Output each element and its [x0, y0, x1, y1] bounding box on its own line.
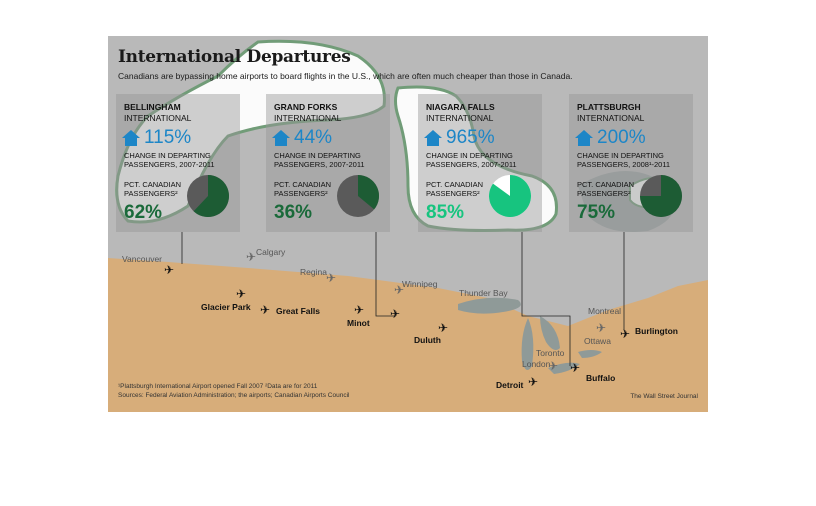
pie-canadian-slice — [358, 175, 380, 210]
city-calgary: Calgary — [256, 247, 286, 257]
card-grand-forks: GRAND FORKS INTERNATIONAL 44% CHANGE IN … — [266, 94, 390, 232]
pie-canadian-slice — [489, 175, 532, 217]
plane-icon: ✈ — [570, 361, 581, 375]
card-bellingham: BELLINGHAM INTERNATIONAL 115% CHANGE IN … — [116, 94, 240, 232]
change-text: 200% — [597, 127, 646, 148]
plane-icon: ✈ — [528, 375, 539, 389]
plane-icon: ✈ — [596, 321, 607, 335]
city-buffalo: Buffalo — [586, 373, 616, 383]
city-montreal: Montreal — [588, 306, 622, 316]
chart-title: International Departures — [118, 47, 351, 67]
pct-label: PCT. CANADIAN PASSENGERS² — [124, 180, 182, 198]
airport-name: NIAGARA FALLS — [426, 102, 495, 112]
city-ottawa: Ottawa — [584, 336, 611, 346]
change-text: 44% — [294, 127, 333, 148]
plane-icon: ✈ — [246, 250, 257, 264]
pct-value: 85% — [426, 202, 465, 223]
city-detroit: Detroit — [496, 380, 524, 390]
pct-value: 62% — [124, 202, 163, 223]
pct-label: PCT. CANADIAN PASSENGERS² — [274, 180, 332, 198]
pie-canadian-slice — [640, 175, 682, 217]
footnote-line-1: ¹Plattsburgh International Airport opene… — [118, 383, 318, 390]
change-label: CHANGE IN DEPARTING PASSENGERS, 2007-201… — [274, 151, 365, 169]
city-winnipeg: Winnipeg — [402, 279, 438, 289]
airport-type: INTERNATIONAL — [577, 113, 645, 123]
pie-canadian-slice — [193, 175, 229, 217]
footnote: ¹Plattsburgh International Airport opene… — [118, 382, 349, 400]
change-label: CHANGE IN DEPARTING PASSENGERS, 2007-201… — [124, 151, 215, 169]
leader-line-niagara — [521, 232, 571, 366]
city-london: London — [522, 359, 551, 369]
airport-type: INTERNATIONAL — [274, 113, 342, 123]
pct-label: PCT. CANADIAN PASSENGERS² — [577, 180, 635, 198]
house-icon — [424, 130, 442, 146]
airport-name: BELLINGHAM — [124, 102, 181, 112]
change-value: 115% — [122, 127, 191, 149]
lake-ontario — [578, 350, 602, 358]
lake-superior — [458, 297, 521, 314]
plane-icon: ✈ — [620, 327, 631, 341]
plane-icon: ✈ — [326, 271, 337, 285]
leader-line-grand-forks — [375, 232, 394, 317]
infographic: International Departures Canadians are b… — [108, 36, 708, 412]
change-value: 965% — [424, 127, 495, 149]
change-label: CHANGE IN DEPARTING PASSENGERS, 2008¹-20… — [577, 151, 671, 169]
city-great-falls: Great Falls — [276, 306, 320, 316]
airport-name: PLATTSBURGH — [577, 102, 641, 112]
city-thunder-bay: Thunder Bay — [459, 288, 508, 298]
pie-grand-forks — [337, 175, 380, 217]
plane-icon: ✈ — [390, 307, 401, 321]
card-niagara-falls: NIAGARA FALLS INTERNATIONAL 965% CHANGE … — [418, 94, 542, 232]
airport-type: INTERNATIONAL — [426, 113, 494, 123]
airport-type: INTERNATIONAL — [124, 113, 192, 123]
pct-value: 36% — [274, 202, 313, 223]
footnote-sources: Sources: Federal Aviation Administration… — [118, 392, 350, 399]
pie-plattsburgh — [640, 175, 682, 217]
change-value: 200% — [575, 127, 646, 149]
plane-icon: ✈ — [438, 321, 449, 335]
card-plattsburgh: PLATTSBURGH INTERNATIONAL 200% CHANGE IN… — [569, 94, 693, 232]
city-vancouver: Vancouver — [122, 254, 163, 264]
airport-name: GRAND FORKS — [274, 102, 338, 112]
plane-icon: ✈ — [260, 303, 271, 317]
change-text: 115% — [144, 127, 192, 148]
lake-erie — [548, 362, 580, 374]
credit: The Wall Street Journal — [630, 393, 698, 400]
city-burlington: Burlington — [635, 326, 678, 336]
city-glacier-park: Glacier Park — [201, 302, 251, 312]
pie-bellingham — [187, 175, 229, 217]
pct-value: 75% — [577, 202, 616, 223]
pct-label: PCT. CANADIAN PASSENGERS² — [426, 180, 484, 198]
plane-icon: ✈ — [548, 359, 559, 373]
house-icon — [575, 130, 593, 146]
house-icon — [122, 130, 140, 146]
us-land — [108, 258, 708, 412]
pie-niagara-falls — [489, 175, 532, 217]
plane-icon: ✈ — [236, 287, 247, 301]
city-toronto: Toronto — [536, 348, 565, 358]
change-value: 44% — [272, 127, 332, 149]
city-minot: Minot — [347, 318, 370, 328]
lake-michigan — [521, 318, 534, 370]
house-icon — [272, 130, 290, 146]
city-duluth: Duluth — [414, 335, 441, 345]
chart-subtitle: Canadians are bypassing home airports to… — [118, 71, 573, 81]
change-label: CHANGE IN DEPARTING PASSENGERS, 2007-201… — [426, 151, 517, 169]
plane-icon: ✈ — [394, 283, 405, 297]
city-regina: Regina — [300, 267, 327, 277]
change-text: 965% — [446, 127, 495, 148]
lake-huron — [540, 316, 560, 350]
plane-icon: ✈ — [354, 303, 365, 317]
plane-icon: ✈ — [164, 263, 175, 277]
